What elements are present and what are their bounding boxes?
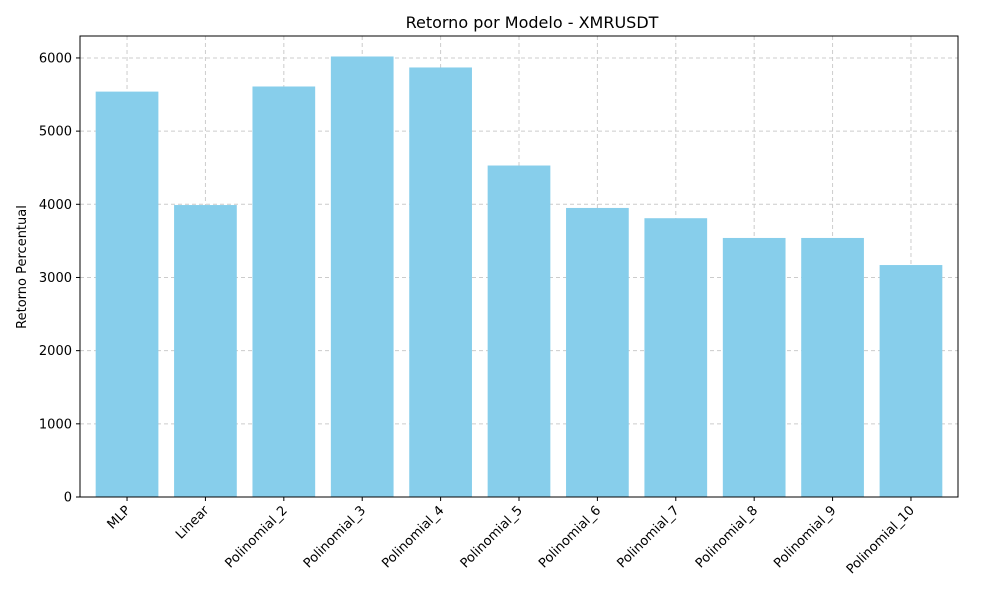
y-tick-label: 1000	[39, 417, 72, 432]
x-tick-label: Polinomial_3	[301, 503, 369, 571]
x-tick-label: MLP	[105, 503, 134, 532]
x-tick-label: Polinomial_5	[458, 503, 526, 571]
bar-polinomial_6	[566, 207, 629, 497]
x-tick-label: Polinomial_6	[536, 503, 604, 571]
x-tick-label: Polinomial_7	[614, 503, 682, 571]
y-axis-title: Retorno Percentual	[15, 205, 30, 329]
bar-polinomial_10	[879, 265, 943, 497]
x-tick-label: Polinomial_10	[844, 503, 918, 577]
x-tick-label: Polinomial_9	[771, 503, 839, 571]
bar-polinomial_2	[252, 86, 316, 497]
y-axis: 0 1000 2000 3000 4000 5000 6000	[39, 51, 80, 506]
bar-polinomial_3	[330, 56, 394, 497]
x-tick-label: Polinomial_8	[693, 503, 761, 571]
y-tick-label: 2000	[39, 344, 72, 359]
y-tick-label: 0	[64, 491, 72, 506]
x-tick-label: Polinomial_4	[379, 503, 447, 571]
bar-linear	[174, 205, 237, 498]
y-tick-label: 5000	[39, 125, 72, 140]
bar-mlp	[95, 91, 159, 497]
bar-polinomial_9	[801, 237, 864, 497]
chart-title: Retorno por Modelo - XMRUSDT	[406, 13, 659, 32]
y-tick-label: 4000	[39, 198, 72, 213]
bar-polinomial_4	[409, 67, 472, 497]
x-tick-label: Linear	[173, 503, 213, 543]
y-tick-label: 3000	[39, 271, 72, 286]
x-axis: MLP Linear Polinomial_2 Polinomial_3 Polinom…	[105, 497, 918, 577]
bar-polinomial_5	[487, 165, 551, 497]
x-tick-label: Polinomial_2	[223, 503, 291, 571]
bars-layer	[95, 56, 943, 498]
y-tick-label: 6000	[39, 51, 72, 66]
bar-polinomial_8	[722, 237, 786, 497]
plot-frame	[79, 35, 959, 498]
bar-polinomial_7	[644, 218, 708, 497]
